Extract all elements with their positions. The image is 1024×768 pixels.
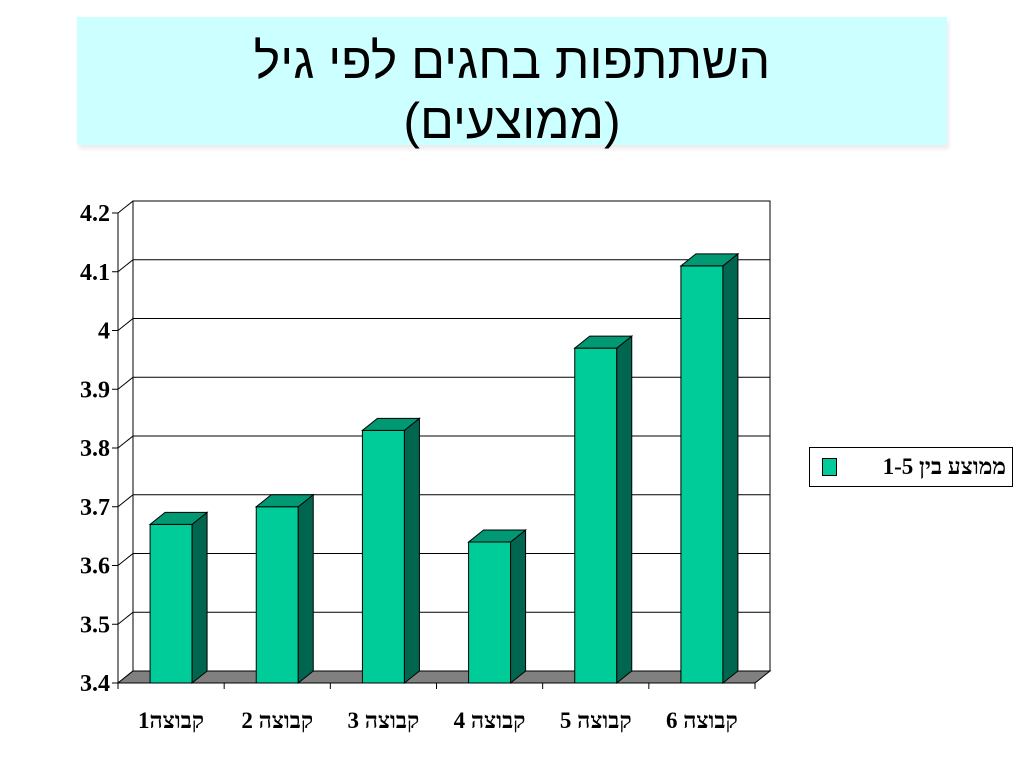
gridline-side	[117, 376, 134, 390]
plot-floor	[116, 670, 772, 684]
bar	[361, 429, 405, 684]
x-tick-label: קבוצה 3	[348, 708, 420, 733]
x-tick-label: קבוצה 4	[454, 708, 526, 733]
chart-title: השתתפות בחגים לפי גיל	[253, 33, 771, 89]
bar-top	[254, 494, 315, 508]
y-tick-label: 3.7	[80, 495, 110, 521]
x-tick-label: קבוצה 5	[560, 708, 632, 733]
bar-side	[510, 528, 527, 685]
gridline-side	[117, 318, 134, 331]
y-tick-label: 3.9	[80, 377, 110, 403]
legend-swatch	[822, 458, 837, 476]
title-banner: השתתפות בחגים לפי גיל (ממוצעים)	[77, 17, 947, 149]
x-tick-label: קבוצה1	[138, 708, 204, 733]
bar	[149, 523, 193, 684]
bar-side	[297, 493, 314, 685]
y-tick-label: 3.4	[80, 671, 110, 697]
bar-side	[403, 417, 420, 685]
y-tick-label: 4	[98, 319, 110, 345]
bar	[574, 347, 618, 684]
bar	[255, 506, 299, 684]
bar-top	[573, 335, 634, 349]
legend: ממוצע בין 1-5	[809, 447, 1013, 487]
bar	[680, 265, 724, 684]
y-tick-label: 4.1	[80, 260, 110, 286]
gridline-side	[117, 494, 134, 508]
bar-side	[191, 511, 208, 685]
x-tick-label: קבוצה 2	[241, 708, 313, 733]
chart-subtitle: (ממוצעים)	[403, 93, 621, 149]
gridline-side	[117, 435, 134, 449]
bar	[468, 541, 512, 684]
gridline-side	[117, 611, 134, 625]
bar-side	[616, 335, 633, 685]
y-tick-label: 3.5	[80, 612, 110, 638]
y-tick-label: 3.8	[80, 436, 110, 462]
y-tick-label: 4.2	[80, 201, 110, 227]
gridline-side	[117, 200, 134, 214]
bar-top	[148, 511, 209, 525]
gridline-side	[117, 553, 134, 566]
gridline-side	[117, 259, 134, 273]
x-tick-label: קבוצה 6	[666, 708, 738, 733]
bar-top	[467, 529, 528, 543]
bar-top	[679, 253, 740, 267]
legend-label: ממוצע בין 1-5	[882, 454, 1006, 479]
bar-side	[722, 252, 739, 685]
y-tick-label: 3.6	[80, 554, 110, 580]
bar-top	[360, 417, 421, 431]
